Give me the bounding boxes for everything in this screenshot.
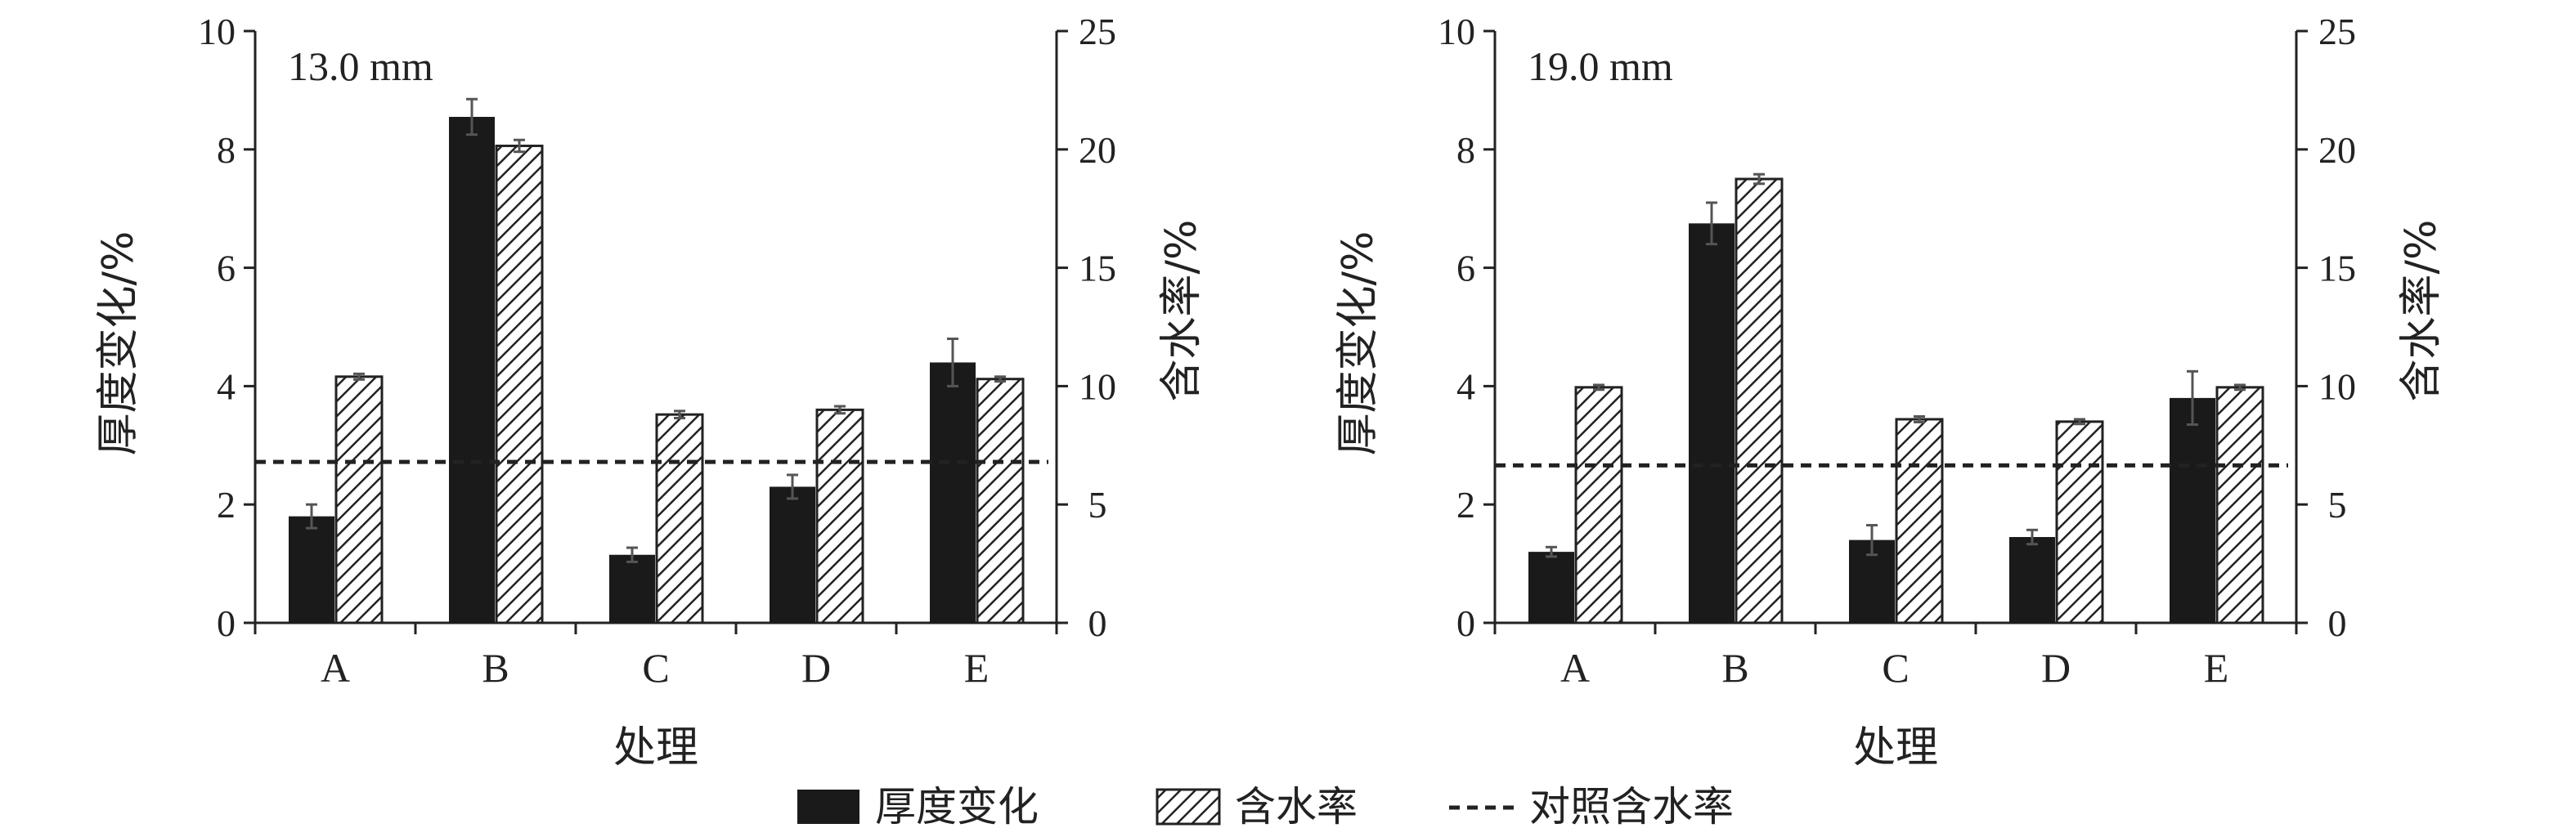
right-tick-label: 25 <box>1079 11 1116 52</box>
right-tick-label: 15 <box>1079 248 1116 289</box>
panel-label: 19.0 mm <box>1528 43 1673 89</box>
right-tick-label: 25 <box>2318 11 2356 52</box>
legend-swatch-thickness <box>797 790 859 824</box>
x-axis-title: 处理 <box>613 723 698 772</box>
chart-panel-2: 0 2 4 6 8 10 0 5 10 15 20 25 A B C D E 19.0 mm 处理 厚度变化/% 含水率… <box>1334 11 2446 772</box>
right-tick-label: 0 <box>2328 602 2347 644</box>
x-category-label: C <box>642 645 669 691</box>
right-tick-label: 5 <box>1088 484 1107 526</box>
left-tick-label: 8 <box>1456 129 1475 171</box>
right-tick-label: 20 <box>2318 129 2356 171</box>
x-category-label: E <box>964 645 990 691</box>
right-y-axis-title: 含水率/% <box>2397 220 2446 402</box>
panel-label: 13.0 mm <box>288 43 433 89</box>
left-tick-label: 6 <box>217 248 236 289</box>
bar-thickness <box>2009 537 2055 623</box>
bar-moisture <box>495 144 544 624</box>
bar-thickness <box>1528 552 1574 623</box>
left-tick-label: 0 <box>1456 602 1475 644</box>
bar-thickness <box>609 554 655 623</box>
left-tick-label: 2 <box>1456 484 1475 526</box>
bar-moisture <box>1574 386 1623 624</box>
bar-moisture <box>655 413 704 624</box>
x-axis-title: 处理 <box>1853 723 1938 772</box>
right-y-axis-title: 含水率/% <box>1157 220 1206 402</box>
bar-moisture <box>334 375 384 624</box>
left-y-axis-title: 厚度变化/% <box>94 231 143 456</box>
left-tick-label: 8 <box>217 129 236 171</box>
legend-label-moisture: 含水率 <box>1235 783 1358 830</box>
left-tick-label: 6 <box>1456 248 1475 289</box>
legend: 厚度变化 含水率 对照含水率 <box>797 783 1734 830</box>
chart-panel-1: 0 2 4 6 8 10 0 5 10 15 20 25 A B C D E 13.0 mm 处理 厚度变化/% 含水率… <box>94 11 1206 772</box>
bar-moisture <box>2215 386 2264 624</box>
bar-thickness <box>449 116 495 624</box>
right-tick-label: 0 <box>1088 602 1107 644</box>
legend-label-control: 对照含水率 <box>1529 783 1734 830</box>
right-tick-label: 5 <box>2328 484 2347 526</box>
bar-moisture <box>976 378 1025 624</box>
x-category-label: B <box>482 645 509 691</box>
x-category-label: A <box>1560 645 1590 691</box>
left-tick-label: 4 <box>1456 365 1475 407</box>
bar-thickness <box>930 362 976 623</box>
bar-moisture <box>2055 420 2104 624</box>
bar-moisture <box>1895 418 1944 624</box>
left-tick-label: 0 <box>217 602 236 644</box>
x-category-label: C <box>1882 645 1909 691</box>
left-y-axis-title: 厚度变化/% <box>1334 231 1383 456</box>
bar-thickness <box>289 516 334 623</box>
bar-moisture <box>815 408 864 624</box>
x-category-label: A <box>321 645 350 691</box>
x-category-label: D <box>2041 645 2071 691</box>
bar-thickness <box>2170 397 2215 623</box>
x-category-label: D <box>801 645 831 691</box>
legend-swatch-moisture <box>1156 788 1221 826</box>
left-tick-label: 4 <box>217 365 236 407</box>
left-tick-label: 10 <box>1438 11 1475 52</box>
bar-thickness <box>770 486 815 623</box>
left-tick-label: 10 <box>198 11 236 52</box>
bar-thickness <box>1689 223 1735 623</box>
left-tick-label: 2 <box>217 484 236 526</box>
x-category-label: B <box>1721 645 1748 691</box>
right-tick-label: 20 <box>1079 129 1116 171</box>
bar-moisture <box>1735 177 1784 624</box>
x-category-label: E <box>2204 645 2229 691</box>
right-tick-label: 15 <box>2318 248 2356 289</box>
right-tick-label: 10 <box>2318 365 2356 407</box>
right-tick-label: 10 <box>1079 365 1116 407</box>
legend-label-thickness: 厚度变化 <box>875 783 1039 830</box>
